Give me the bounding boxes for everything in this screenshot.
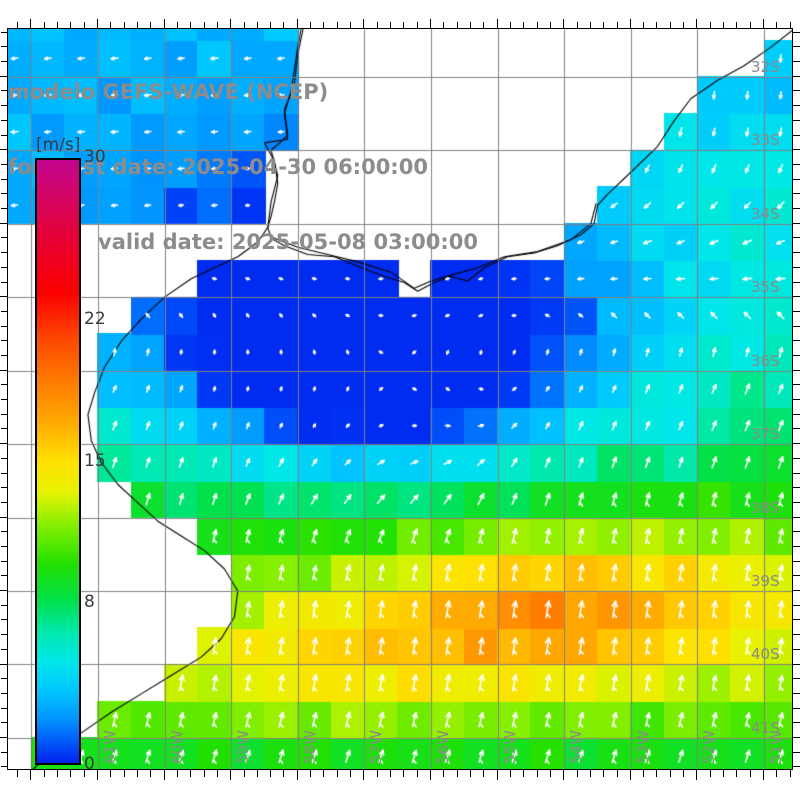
lat-label-33S: 33S xyxy=(751,131,780,150)
lon-label-60W: 60W xyxy=(167,730,186,764)
lon-label-52W: 52W xyxy=(700,730,719,764)
colorbar-tick-15: 15 xyxy=(84,450,106,471)
lon-label-57W: 57W xyxy=(367,730,386,764)
lat-label-38S: 38S xyxy=(751,498,780,517)
lon-label-55W: 55W xyxy=(500,730,519,764)
colorbar-gradient xyxy=(35,158,81,765)
lon-label-56W: 56W xyxy=(433,730,452,764)
lon-label-61W: 61W xyxy=(100,730,119,764)
lat-label-32S: 32S xyxy=(751,57,780,76)
lat-label-40S: 40S xyxy=(751,645,780,664)
lat-label-36S: 36S xyxy=(751,351,780,370)
lat-label-34S: 34S xyxy=(751,204,780,223)
right-axis-ticks xyxy=(793,28,800,770)
bottom-axis-ticks xyxy=(7,770,793,780)
valid-date: valid date: 2025-05-08 03:00:00 xyxy=(98,230,478,254)
lon-label-59W: 59W xyxy=(234,730,253,764)
colorbar-tick-8: 8 xyxy=(84,592,95,613)
lat-label-41S: 41S xyxy=(751,718,780,737)
lon-label-53W: 53W xyxy=(633,730,652,764)
lat-label-39S: 39S xyxy=(751,572,780,590)
colorbar-unit-label: [m/s] xyxy=(36,135,81,155)
colorbar-tick-0: 0 xyxy=(84,754,95,774)
left-axis-ticks xyxy=(0,28,7,770)
top-axis-ticks xyxy=(7,19,793,28)
colorbar-tick-22: 22 xyxy=(84,308,106,329)
lon-label-58W: 58W xyxy=(300,730,319,764)
lat-label-37S: 37S xyxy=(751,425,780,444)
lon-label-54W: 54W xyxy=(567,730,586,764)
model-title: modelo GEFS-WAVE (NCEP) xyxy=(8,80,329,104)
colorbar-tick-30: 30 xyxy=(84,147,106,167)
title-block: modelo GEFS-WAVE (NCEP) forecast date: 2… xyxy=(8,30,568,305)
lat-label-35S: 35S xyxy=(751,278,780,297)
